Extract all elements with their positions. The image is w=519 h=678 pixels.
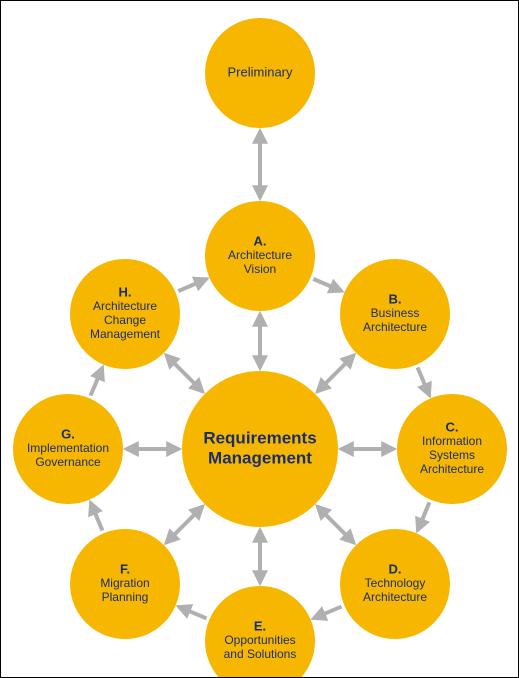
- node-H: H.ArchitectureChangeManagement: [70, 259, 180, 369]
- node-label: Preliminary: [227, 64, 293, 79]
- node-label: Information: [422, 434, 482, 448]
- node-B: B.BusinessArchitecture: [340, 259, 450, 369]
- node-label: Systems: [429, 448, 475, 462]
- node-label: E.: [254, 618, 266, 633]
- connector: [418, 367, 430, 395]
- connector: [166, 355, 203, 392]
- connector: [418, 502, 430, 530]
- connector: [178, 607, 206, 619]
- connector: [91, 367, 103, 395]
- node-label: D.: [389, 561, 402, 576]
- node-label: Architecture: [420, 462, 484, 476]
- node-label: C.: [446, 419, 459, 434]
- node-label: B.: [389, 291, 402, 306]
- adm-diagram: RequirementsManagementPreliminaryA.Archi…: [1, 1, 519, 678]
- node-label: Implementation: [27, 441, 109, 455]
- node-label: Architecture: [363, 320, 427, 334]
- node-G: G.ImplementationGovernance: [13, 394, 123, 504]
- node-label: Business: [371, 306, 420, 320]
- node-label: Migration: [100, 576, 149, 590]
- node-label: A.: [254, 233, 267, 248]
- node-label: Architecture: [363, 590, 427, 604]
- connector: [166, 506, 203, 543]
- connector: [91, 502, 103, 530]
- connector: [178, 279, 206, 291]
- node-prelim: Preliminary: [205, 18, 315, 128]
- node-label: Architecture: [93, 299, 157, 313]
- node-E: E.Opportunitiesand Solutions: [205, 586, 315, 678]
- node-A: A.ArchitectureVision: [205, 201, 315, 311]
- node-label: Vision: [244, 262, 276, 276]
- node-label: Technology: [365, 576, 426, 590]
- node-label: G.: [61, 426, 75, 441]
- node-label: F.: [120, 561, 130, 576]
- node-label: Requirements: [203, 428, 316, 447]
- node-label: Planning: [102, 590, 149, 604]
- node-center: RequirementsManagement: [182, 371, 338, 527]
- node-C: C.InformationSystemsArchitecture: [397, 394, 507, 504]
- node-label: Management: [208, 448, 312, 467]
- node-D: D.TechnologyArchitecture: [340, 529, 450, 639]
- connector: [313, 279, 341, 291]
- node-label: and Solutions: [224, 647, 297, 661]
- node-label: Management: [90, 327, 161, 341]
- node-label: Architecture: [228, 248, 292, 262]
- node-label: H.: [119, 284, 132, 299]
- node-F: F.MigrationPlanning: [70, 529, 180, 639]
- node-label: Change: [104, 313, 146, 327]
- node-label: Governance: [35, 455, 101, 469]
- diagram-frame: RequirementsManagementPreliminaryA.Archi…: [0, 0, 519, 678]
- connector: [313, 607, 341, 619]
- connector: [317, 506, 354, 543]
- connector: [317, 355, 354, 392]
- node-label: Opportunities: [224, 633, 295, 647]
